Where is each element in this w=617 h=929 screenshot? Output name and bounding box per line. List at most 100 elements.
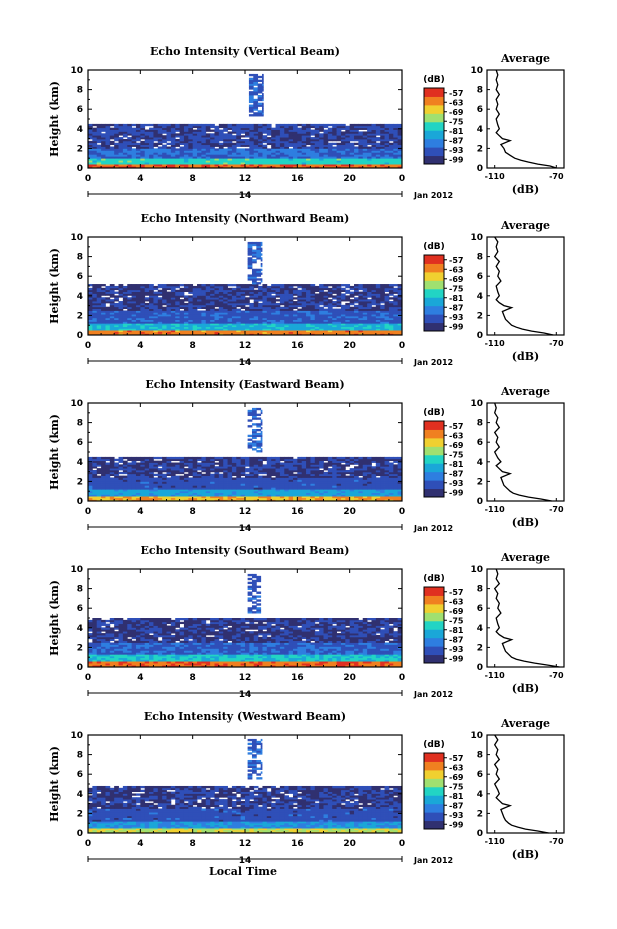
heatmap-cell: [358, 306, 364, 310]
heatmap-cell: [362, 285, 368, 289]
heatmap-cell: [205, 304, 211, 308]
heatmap-cell: [310, 144, 316, 147]
heatmap-cell: [354, 471, 359, 475]
heatmap-cell: [153, 477, 159, 480]
heatmap-cell: [135, 317, 141, 320]
heatmap-cell: [214, 148, 220, 151]
heatmap-cell: [297, 135, 303, 138]
heatmap-cell: [192, 477, 198, 480]
heatmap-cell: [105, 494, 111, 497]
heatmap-cell: [109, 317, 115, 320]
heatmap-cell: [323, 328, 329, 331]
heatmap-cell: [257, 89, 263, 92]
heatmap-cell: [166, 302, 172, 306]
heatmap-cell: [140, 490, 146, 494]
heatmap-cell: [210, 146, 215, 149]
heatmap-cell: [327, 497, 333, 500]
heatmap-cell: [393, 314, 399, 317]
heatmap-cell: [288, 133, 294, 136]
heatmap-cell: [149, 302, 154, 306]
heatmap-cell: [314, 127, 320, 130]
heatmap-cell: [314, 156, 320, 159]
heatmap-cell: [214, 331, 220, 334]
heatmap-cell: [354, 483, 359, 486]
heatmap-cell: [210, 489, 215, 492]
heatmap-cell: [127, 304, 133, 308]
heatmap-cell: [205, 156, 211, 159]
heatmap-cell: [336, 310, 342, 313]
heatmap-cell: [323, 473, 329, 477]
heatmap-cell: [284, 314, 290, 317]
heatmap-cell: [101, 301, 106, 304]
heatmap-cell: [271, 289, 276, 292]
colorbar-swatch: [424, 271, 444, 281]
heatmap-cell: [314, 315, 320, 319]
heatmap-cell: [336, 129, 342, 132]
heatmap-cell: [284, 133, 290, 136]
heatmap-cell: [122, 125, 128, 129]
heatmap-cell: [340, 333, 346, 336]
heatmap-cell: [262, 328, 268, 331]
heatmap-cell: [384, 302, 390, 306]
heatmap-cell: [358, 301, 364, 304]
heatmap-cell: [153, 150, 159, 153]
heatmap-cell: [131, 333, 137, 336]
heatmap-cell: [88, 140, 93, 144]
heatmap-cell: [314, 137, 320, 140]
heatmap-cell: [214, 160, 220, 163]
heatmap-cell: [336, 475, 342, 478]
heatmap-cell: [218, 148, 224, 151]
heatmap-cell: [397, 475, 403, 478]
heatmap-cell: [149, 148, 154, 151]
heatmap-cell: [388, 123, 394, 127]
heatmap-cell: [236, 304, 242, 308]
heatmap-cell: [127, 494, 133, 497]
heatmap-cell: [109, 306, 115, 310]
heatmap-cell: [262, 93, 264, 96]
heatmap-cell: [367, 324, 372, 328]
heatmap-cell: [162, 140, 167, 144]
heatmap-cell: [88, 133, 93, 136]
heatmap-cell: [336, 333, 342, 336]
heatmap-cell: [253, 304, 259, 308]
heatmap-cell: [349, 127, 355, 130]
heatmap-cell: [262, 321, 268, 324]
heatmap-cell: [288, 295, 294, 298]
heatmap-cell: [197, 142, 202, 146]
heatmap-cell: [170, 146, 176, 149]
heatmap-cell: [175, 324, 180, 328]
heatmap-cell: [96, 152, 102, 155]
heatmap-cell: [144, 284, 150, 287]
heatmap-cell: [183, 131, 189, 134]
heatmap-cell: [179, 289, 185, 292]
heatmap-cell: [310, 475, 316, 478]
heatmap-cell: [393, 291, 399, 294]
heatmap-cell: [284, 284, 290, 287]
heatmap-cell: [231, 490, 237, 494]
heatmap-cell: [236, 326, 242, 329]
heatmap-cell: [227, 485, 233, 488]
heatmap-cell: [227, 328, 233, 331]
heatmap-cell: [266, 479, 272, 482]
heatmap-cell: [371, 297, 377, 300]
heatmap-cell: [332, 301, 337, 304]
heatmap-cell: [362, 483, 368, 486]
heatmap-cell: [306, 162, 311, 165]
heatmap-cell: [149, 133, 154, 136]
heatmap-cell: [314, 494, 320, 497]
colorbar-swatch: [424, 263, 444, 273]
heatmap-cell: [183, 160, 189, 163]
heatmap-cell: [397, 481, 403, 484]
heatmap-cell: [397, 302, 403, 306]
heatmap-cell: [314, 314, 320, 317]
heatmap-cell: [314, 148, 320, 151]
heatmap-cell: [101, 490, 106, 494]
heatmap-cell: [297, 490, 303, 494]
heatmap-cell: [101, 497, 106, 500]
heatmap-cell: [179, 146, 185, 149]
heatmap-cell: [271, 314, 276, 317]
heatmap-cell: [393, 333, 399, 336]
heatmap-cell: [397, 326, 403, 329]
heatmap-cell: [310, 285, 316, 289]
heatmap-cell: [205, 160, 211, 163]
